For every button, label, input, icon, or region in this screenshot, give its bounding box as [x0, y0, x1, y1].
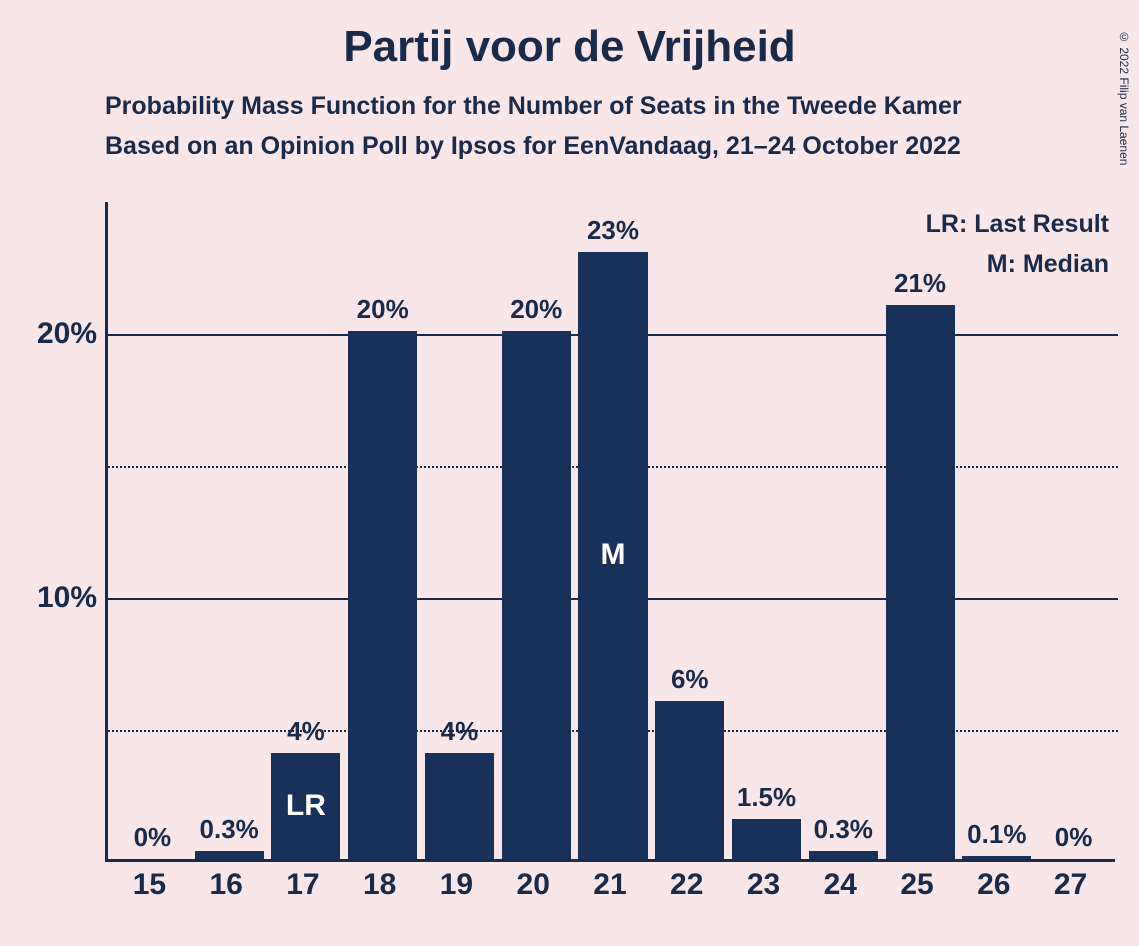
x-axis-ticks: 15161718192021222324252627	[105, 868, 1115, 902]
bar-slot: 23% M	[575, 199, 652, 859]
bar-inner-label: M	[600, 538, 625, 572]
x-tick-label: 23	[725, 868, 802, 902]
bar-slot: 20%	[498, 199, 575, 859]
bar-value-label: 20%	[357, 294, 409, 325]
bar-slot: 6%	[651, 199, 728, 859]
bar-slot: 0.1%	[958, 199, 1035, 859]
x-tick-label: 20	[495, 868, 572, 902]
bar-value-label: 0.1%	[967, 819, 1026, 850]
bar	[348, 331, 417, 859]
x-tick-label: 17	[265, 868, 342, 902]
bar-value-label: 0.3%	[200, 814, 259, 845]
x-tick-label: 19	[418, 868, 495, 902]
bar-slot: 4%	[421, 199, 498, 859]
bar-value-label: 4%	[287, 716, 325, 747]
bar-value-label: 0%	[1055, 822, 1093, 853]
bar-slot: 0%	[1035, 199, 1112, 859]
bar	[425, 753, 494, 859]
bar-slot: 4% LR	[268, 199, 345, 859]
x-tick-label: 22	[648, 868, 725, 902]
bar	[962, 856, 1031, 859]
bar	[732, 819, 801, 859]
bar-value-label: 1.5%	[737, 782, 796, 813]
y-tick-label: 10%	[7, 581, 97, 615]
copyright-text: © 2022 Filip van Laenen	[1117, 30, 1131, 165]
bar-value-label: 4%	[441, 716, 479, 747]
bar	[655, 701, 724, 859]
chart-title: Partij voor de Vrijheid	[0, 22, 1139, 72]
x-tick-label: 21	[572, 868, 649, 902]
bar-value-label: 0%	[134, 822, 172, 853]
plot-frame: 0% 0.3% 4% LR 20% 4% 20% 23% M 6% 1.5% 0.3% 21% 0.1% 0…	[105, 202, 1115, 862]
chart-subtitle: Probability Mass Function for the Number…	[105, 86, 1139, 166]
bar-slot: 21%	[882, 199, 959, 859]
bar-slot: 20%	[344, 199, 421, 859]
bar	[886, 305, 955, 859]
bar-value-label: 0.3%	[814, 814, 873, 845]
x-tick-label: 16	[188, 868, 265, 902]
bar	[809, 851, 878, 859]
x-tick-label: 27	[1032, 868, 1109, 902]
bar: LR	[271, 753, 340, 859]
bar-slot: 0%	[114, 199, 191, 859]
y-tick-label: 20%	[7, 317, 97, 351]
x-tick-label: 26	[955, 868, 1032, 902]
chart-area: 0% 0.3% 4% LR 20% 4% 20% 23% M 6% 1.5% 0.3% 21% 0.1% 0…	[105, 202, 1115, 862]
x-tick-label: 15	[111, 868, 188, 902]
subtitle-line-1: Probability Mass Function for the Number…	[105, 86, 1139, 126]
x-tick-label: 24	[802, 868, 879, 902]
subtitle-line-2: Based on an Opinion Poll by Ipsos for Ee…	[105, 126, 1139, 166]
bar-value-label: 21%	[894, 268, 946, 299]
bar-value-label: 6%	[671, 664, 709, 695]
bars-container: 0% 0.3% 4% LR 20% 4% 20% 23% M 6% 1.5% 0.3% 21% 0.1% 0…	[108, 199, 1118, 859]
bar-slot: 0.3%	[805, 199, 882, 859]
bar: M	[578, 252, 647, 859]
x-tick-label: 25	[879, 868, 956, 902]
bar-slot: 0.3%	[191, 199, 268, 859]
bar	[502, 331, 571, 859]
bar-value-label: 20%	[510, 294, 562, 325]
bar-inner-label: LR	[286, 789, 326, 823]
bar-slot: 1.5%	[728, 199, 805, 859]
bar	[195, 851, 264, 859]
x-tick-label: 18	[341, 868, 418, 902]
bar-value-label: 23%	[587, 215, 639, 246]
